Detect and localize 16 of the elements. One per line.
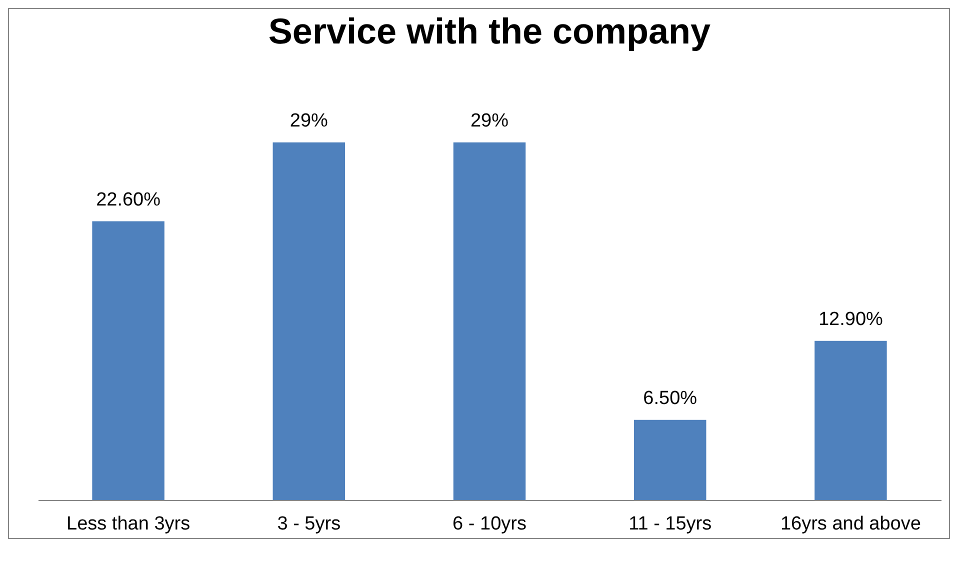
data-label: 29% — [290, 110, 328, 132]
x-tick-label: 16yrs and above — [780, 514, 921, 534]
x-tick-label: Less than 3yrs — [66, 514, 190, 534]
data-label: 12.90% — [818, 308, 884, 330]
bar — [453, 142, 526, 500]
bar — [272, 142, 346, 500]
chart-title: Service with the company — [268, 10, 711, 52]
data-label: 29% — [470, 110, 509, 132]
x-tick-label: 3 - 5yrs — [277, 514, 341, 534]
data-label: 22.60% — [96, 189, 161, 210]
bar — [634, 420, 706, 500]
x-tick-label: 11 - 15yrs — [628, 514, 712, 534]
bar — [814, 340, 887, 500]
data-label: 6.50% — [643, 388, 698, 409]
bar — [92, 221, 164, 500]
x-tick-label: 6 - 10yrs — [452, 514, 526, 534]
